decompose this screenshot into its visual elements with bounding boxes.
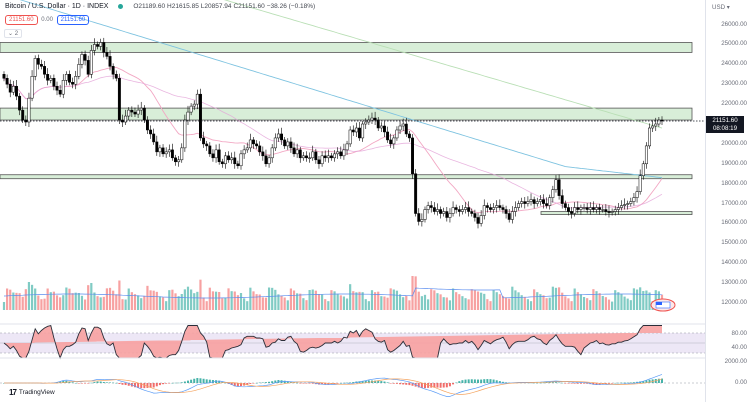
- trade-buttons: 21151.60 0.00 21151.60: [5, 15, 90, 25]
- volume-histogram: [2, 276, 664, 310]
- candlesticks: [2, 37, 664, 229]
- current-price-label: 21151.60 08:08:19: [706, 116, 744, 133]
- resistance-zones: [0, 42, 693, 215]
- brand-name: TradingView: [18, 388, 55, 396]
- ohlc-change: −38.26 (−0.18%): [266, 3, 316, 10]
- ohlc-low: L20857.94: [200, 3, 232, 10]
- rsi-tick: 80.00: [731, 330, 747, 337]
- price-tick: 25000.00: [721, 40, 747, 48]
- price-tick: 26000.00: [721, 20, 747, 28]
- macd-tick: 2000.00: [724, 358, 747, 365]
- price-tick: 13000.00: [721, 279, 747, 287]
- rsi-pane: [0, 324, 705, 360]
- price-tick: 23000.00: [721, 80, 747, 88]
- tradingview-logo-icon: 17: [9, 387, 17, 397]
- symbol-legend: Bitcoin / U.S. Dollar · 1D · INDEX O2118…: [5, 3, 315, 10]
- price-tick: 18000.00: [721, 179, 747, 187]
- ohlc-high: H21615.85: [167, 3, 199, 10]
- macd-tick: 0.00: [734, 379, 747, 386]
- spread-value: 0.00: [41, 17, 53, 23]
- ohlc-open: O21189.60: [133, 3, 166, 10]
- current-price-value: 21151.60: [712, 117, 738, 124]
- price-axis[interactable]: USD ▾ 26000.00 25000.00 24000.00 23000.00 22…: [705, 0, 750, 402]
- price-tick: 14000.00: [721, 259, 747, 267]
- indicators-collapse-button[interactable]: ⌄ 2: [4, 29, 23, 38]
- price-tick: 24000.00: [721, 60, 747, 68]
- flag-icon[interactable]: [650, 298, 676, 312]
- buy-button[interactable]: 21151.60: [56, 15, 90, 25]
- market-status-icon: [118, 3, 124, 9]
- currency-selector[interactable]: USD ▾: [712, 4, 730, 11]
- ohlc-close: C21151.60: [233, 3, 265, 10]
- price-tick: 17000.00: [721, 199, 747, 207]
- price-tick: 20000.00: [721, 139, 747, 147]
- price-tick: 16000.00: [721, 219, 747, 227]
- symbol-title[interactable]: Bitcoin / U.S. Dollar · 1D · INDEX: [5, 3, 109, 10]
- moving-averages: [3, 0, 663, 214]
- tradingview-logo[interactable]: 17 TradingView: [5, 386, 59, 398]
- rsi-tick: 40.00: [731, 344, 747, 351]
- sell-button[interactable]: 21151.60: [5, 15, 38, 25]
- price-tick: 22000.00: [721, 100, 747, 108]
- bar-countdown: 08:08:19: [712, 124, 738, 132]
- price-tick: 12000.00: [721, 299, 747, 306]
- macd-pane: [0, 374, 705, 397]
- price-tick: 19000.00: [721, 159, 747, 167]
- chart-canvas[interactable]: [0, 0, 705, 402]
- price-tick: 15000.00: [721, 239, 747, 247]
